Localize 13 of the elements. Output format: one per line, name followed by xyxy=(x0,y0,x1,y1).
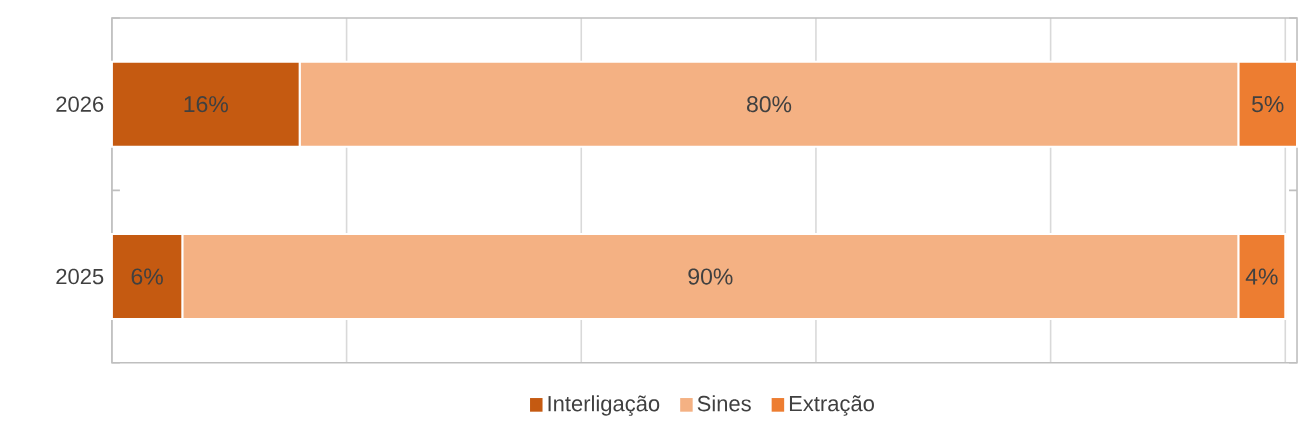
data-label: 80% xyxy=(747,96,792,113)
legend-label: Extração xyxy=(789,395,874,416)
data-label: 5% xyxy=(1251,96,1284,113)
y-tick-label: 2026 xyxy=(56,96,104,113)
legend-label: Sines xyxy=(697,395,751,412)
bar xyxy=(1237,60,1298,148)
y-tick-label: 2025 xyxy=(56,268,104,285)
data-label: 16% xyxy=(184,96,228,113)
bar xyxy=(1237,233,1287,321)
data-label: 6% xyxy=(131,268,163,285)
legend-label: Interligação xyxy=(548,395,660,417)
data-label: 90% xyxy=(688,268,733,285)
data-label: 4% xyxy=(1245,268,1278,285)
